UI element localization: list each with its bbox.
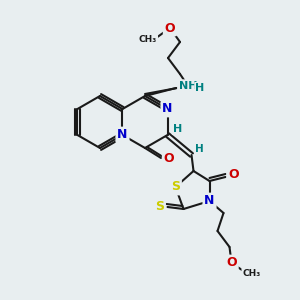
Text: O: O	[226, 256, 237, 269]
Text: N: N	[204, 194, 215, 208]
Text: O: O	[228, 169, 239, 182]
Text: O: O	[165, 22, 175, 34]
Text: H: H	[195, 144, 204, 154]
Text: S: S	[171, 181, 180, 194]
Text: NH: NH	[179, 81, 197, 91]
Text: H: H	[173, 124, 182, 134]
Text: O: O	[164, 152, 174, 164]
Text: N: N	[117, 128, 128, 142]
Text: S: S	[155, 200, 164, 212]
Text: CH₃: CH₃	[139, 35, 157, 44]
Text: N: N	[162, 103, 173, 116]
Text: CH₃: CH₃	[242, 268, 261, 278]
Text: H: H	[195, 83, 205, 93]
